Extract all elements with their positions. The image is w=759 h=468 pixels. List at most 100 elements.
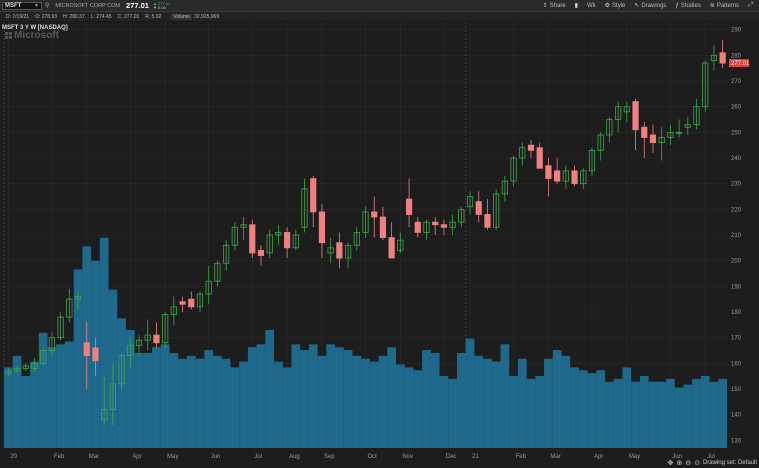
candle-body xyxy=(667,131,674,138)
volume-bar xyxy=(335,347,344,448)
volume-bar xyxy=(561,355,571,448)
x-tick-label: May xyxy=(167,454,178,460)
cursor-icon: ↖ xyxy=(634,3,640,9)
volume-bar xyxy=(239,361,248,448)
volume-bar xyxy=(666,378,675,448)
candle-body xyxy=(223,244,230,264)
candle-body xyxy=(74,296,82,300)
candle-body xyxy=(179,301,186,305)
x-tick-label: Feb xyxy=(516,454,527,460)
y-tick-label: 240 xyxy=(731,156,742,162)
volume-bar xyxy=(718,378,727,448)
pan-icon[interactable]: ✥ xyxy=(667,460,674,467)
volume-bar xyxy=(47,347,57,448)
candle-body xyxy=(658,137,665,144)
share-icon: ⇪ xyxy=(542,3,548,9)
volume-bar xyxy=(300,350,309,448)
status-high: H: 280.37 xyxy=(63,13,85,20)
candle-body xyxy=(545,165,552,179)
x-tick-label: Jul xyxy=(707,454,715,460)
candle-body xyxy=(675,131,683,134)
candle-body xyxy=(710,54,718,61)
volume-bar xyxy=(204,350,214,448)
candle-body xyxy=(118,355,125,385)
candle-body xyxy=(397,239,404,251)
y-tick-label: 180 xyxy=(731,310,742,316)
candle-body xyxy=(205,280,212,295)
search-icon[interactable]: ⚲ xyxy=(45,3,50,9)
lock-tool[interactable]: ▮ xyxy=(575,2,578,9)
studies-tool[interactable]: ƒ Studies xyxy=(675,3,700,9)
volume-bar xyxy=(369,361,379,448)
y-tick-label: 290 xyxy=(731,28,742,34)
drawings-tool[interactable]: ↖ Drawings xyxy=(634,2,666,10)
volume-bar xyxy=(361,358,370,448)
share-tool[interactable]: ⇪ Share xyxy=(542,2,566,10)
candle-body xyxy=(153,334,160,344)
y-tick-label: 230 xyxy=(731,182,742,188)
candle-body xyxy=(414,221,421,233)
x-tick-label: Oct xyxy=(368,454,378,460)
candle-body xyxy=(83,342,90,357)
candle-body xyxy=(318,211,326,244)
candle-body xyxy=(684,124,691,128)
volume-bar xyxy=(352,355,362,448)
candle-body xyxy=(249,224,256,254)
price-change-up: ▲ 277.01 xyxy=(152,0,171,6)
candle-body xyxy=(284,232,291,249)
x-tick-label: Jun xyxy=(211,454,221,460)
style-tool[interactable]: ⚙ Style xyxy=(605,2,626,10)
right-tools: ⇪ Share ▮ Wk ⚙ Style ↖ Drawings ƒ Studies ≋ Pattern… xyxy=(543,2,759,9)
candle-body xyxy=(484,214,491,228)
wk-tool[interactable]: Wk xyxy=(587,3,596,9)
candle-body xyxy=(109,383,116,410)
volume-bar xyxy=(134,352,144,448)
candle-body xyxy=(40,350,47,364)
candle-body xyxy=(606,119,613,136)
volume-bar xyxy=(265,329,275,448)
x-tick-label: Nov xyxy=(402,454,413,460)
zoom-out-icon[interactable]: ⊖ xyxy=(685,460,692,467)
volume-bar xyxy=(152,347,161,448)
candle-body xyxy=(266,234,273,254)
volume-bar xyxy=(430,352,440,448)
watermark-text: Microsoft xyxy=(14,30,59,41)
volume-bar xyxy=(213,355,222,448)
volume-bar xyxy=(491,361,501,448)
last-price-tag-text: 277.01 xyxy=(731,61,750,67)
volume-bar xyxy=(343,350,353,448)
volume-bar xyxy=(395,364,405,448)
candle-body xyxy=(92,347,99,362)
volume-bar xyxy=(282,367,292,448)
candle-body xyxy=(702,62,709,108)
status-volume: 32,925,069 xyxy=(194,13,220,20)
candle-body xyxy=(127,344,134,357)
patterns-tool[interactable]: ≋ Patterns xyxy=(710,2,739,10)
chevron-down-icon[interactable]: ▼ xyxy=(34,2,39,9)
x-tick-label: Aug xyxy=(289,454,300,460)
volume-bar xyxy=(648,381,658,448)
expand-tool[interactable]: ⤢ xyxy=(748,2,753,9)
y-tick-label: 150 xyxy=(731,387,742,393)
zoom-reset-icon[interactable]: ⊙ xyxy=(694,460,700,467)
volume-bar xyxy=(587,373,597,448)
last-price-tag xyxy=(729,59,749,68)
chart-bottom-bar: ✥ ⊕ ⊖ ⊙ Drawing set: Default xyxy=(667,459,757,467)
candle-body xyxy=(13,368,21,372)
candle-body xyxy=(423,221,430,233)
candle-body xyxy=(379,216,387,238)
status-date: D: 7/19/21 xyxy=(6,13,30,20)
candle-body xyxy=(144,334,151,341)
y-tick-label: 250 xyxy=(731,130,742,136)
x-tick-label: Apr xyxy=(594,454,603,460)
y-tick-label: 280 xyxy=(731,53,742,59)
symbol-input[interactable]: MSFT ▼ xyxy=(2,1,42,10)
volume-bar xyxy=(552,350,562,448)
candle-body xyxy=(231,226,238,246)
volume-bar xyxy=(221,358,231,448)
zoom-in-icon[interactable]: ⊕ xyxy=(676,460,683,467)
volume-bar xyxy=(622,367,632,448)
candle-body xyxy=(301,188,308,228)
x-tick-label: May xyxy=(629,454,640,460)
